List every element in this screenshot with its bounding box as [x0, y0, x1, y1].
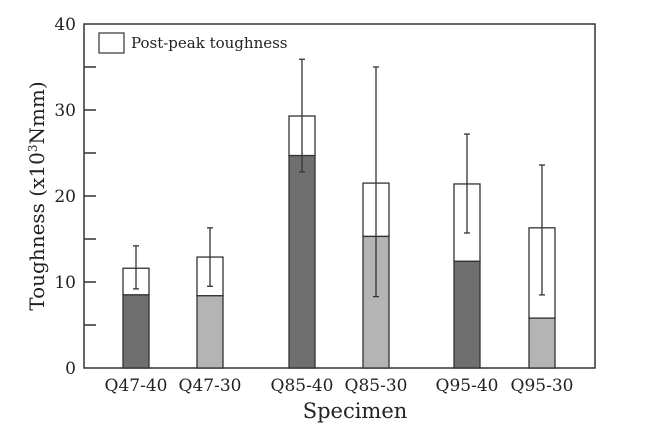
legend-label: Post-peak toughness — [131, 34, 288, 52]
y-tick-label: 30 — [54, 101, 76, 121]
pre-peak-bar — [122, 294, 150, 369]
x-tick-label: Q95-40 — [436, 376, 499, 396]
y-axis-label: Toughness (x103Nmm) — [25, 81, 49, 310]
x-axis-label: Specimen — [303, 399, 408, 423]
x-tick-label: Q47-30 — [179, 376, 242, 396]
y-tick-label: 0 — [65, 359, 76, 379]
y-tick-label: 40 — [54, 15, 76, 35]
x-tick-label: Q95-30 — [511, 376, 574, 396]
x-tick-label: Q85-40 — [271, 376, 334, 396]
pre-peak-bar — [528, 317, 556, 369]
y-tick-label: 10 — [54, 273, 76, 293]
legend-swatch — [98, 32, 125, 54]
x-tick-label: Q47-40 — [105, 376, 168, 396]
y-tick-label: 20 — [54, 187, 76, 207]
pre-peak-bar — [288, 154, 316, 369]
pre-peak-bar — [196, 295, 224, 369]
plot-frame — [83, 23, 596, 369]
pre-peak-bar — [453, 260, 481, 369]
x-tick-label: Q85-30 — [345, 376, 408, 396]
